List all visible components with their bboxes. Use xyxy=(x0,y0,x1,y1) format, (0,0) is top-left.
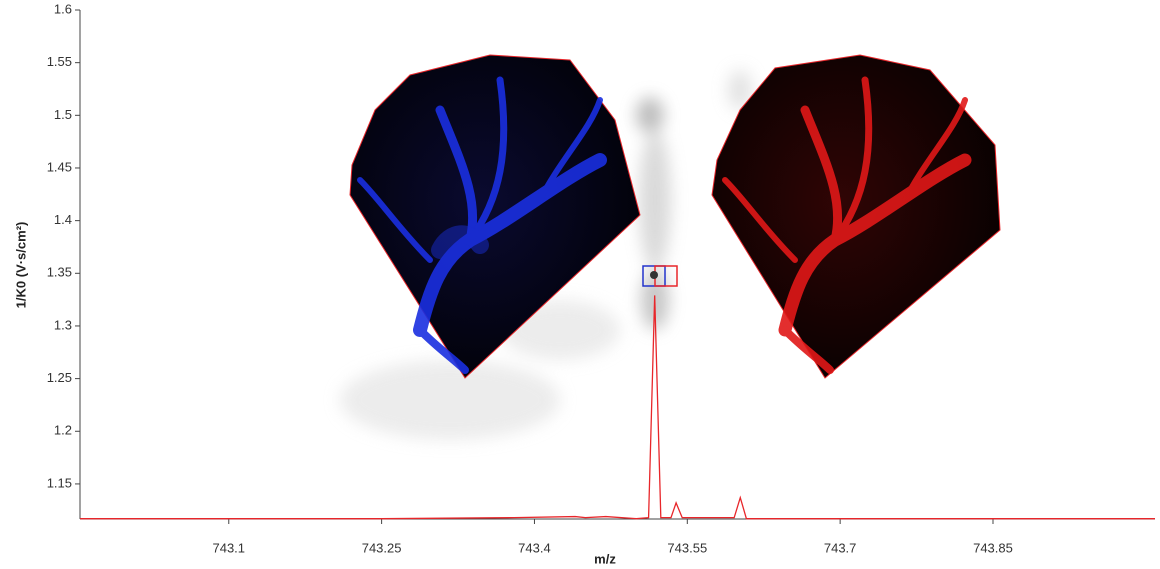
y-tick-label: 1.3 xyxy=(54,317,72,332)
y-tick-label: 1.35 xyxy=(47,265,72,280)
x-tick-label: 743.7 xyxy=(824,540,857,555)
y-tick-label: 1.55 xyxy=(47,54,72,69)
y-tick-label: 1.45 xyxy=(47,159,72,174)
y-tick-label: 1.25 xyxy=(47,370,72,385)
chart: m/z 1/K0 (V·s/cm²) 1.15 1.2 1.25 1.3 1.35 1.4… xyxy=(0,0,1160,569)
y-tick-label: 1.6 xyxy=(54,1,72,16)
x-tick-label: 743.85 xyxy=(973,540,1013,555)
y-tick-label: 1.2 xyxy=(54,423,72,438)
x-tick-label: 743.55 xyxy=(667,540,707,555)
x-tick-label: 743.4 xyxy=(518,540,551,555)
red-image xyxy=(712,55,1000,378)
x-axis-title: m/z xyxy=(594,551,616,566)
y-tick-label: 1.15 xyxy=(47,475,72,490)
y-axis-title: 1/K0 (V·s/cm²) xyxy=(13,222,28,309)
page: {"chart_data": { "type": "line", "x_labe… xyxy=(0,0,1160,569)
x-tick-label: 743.1 xyxy=(212,540,245,555)
x-tick-label: 743.25 xyxy=(362,540,402,555)
y-tick-label: 1.5 xyxy=(54,107,72,122)
y-tick-label: 1.4 xyxy=(54,212,72,227)
